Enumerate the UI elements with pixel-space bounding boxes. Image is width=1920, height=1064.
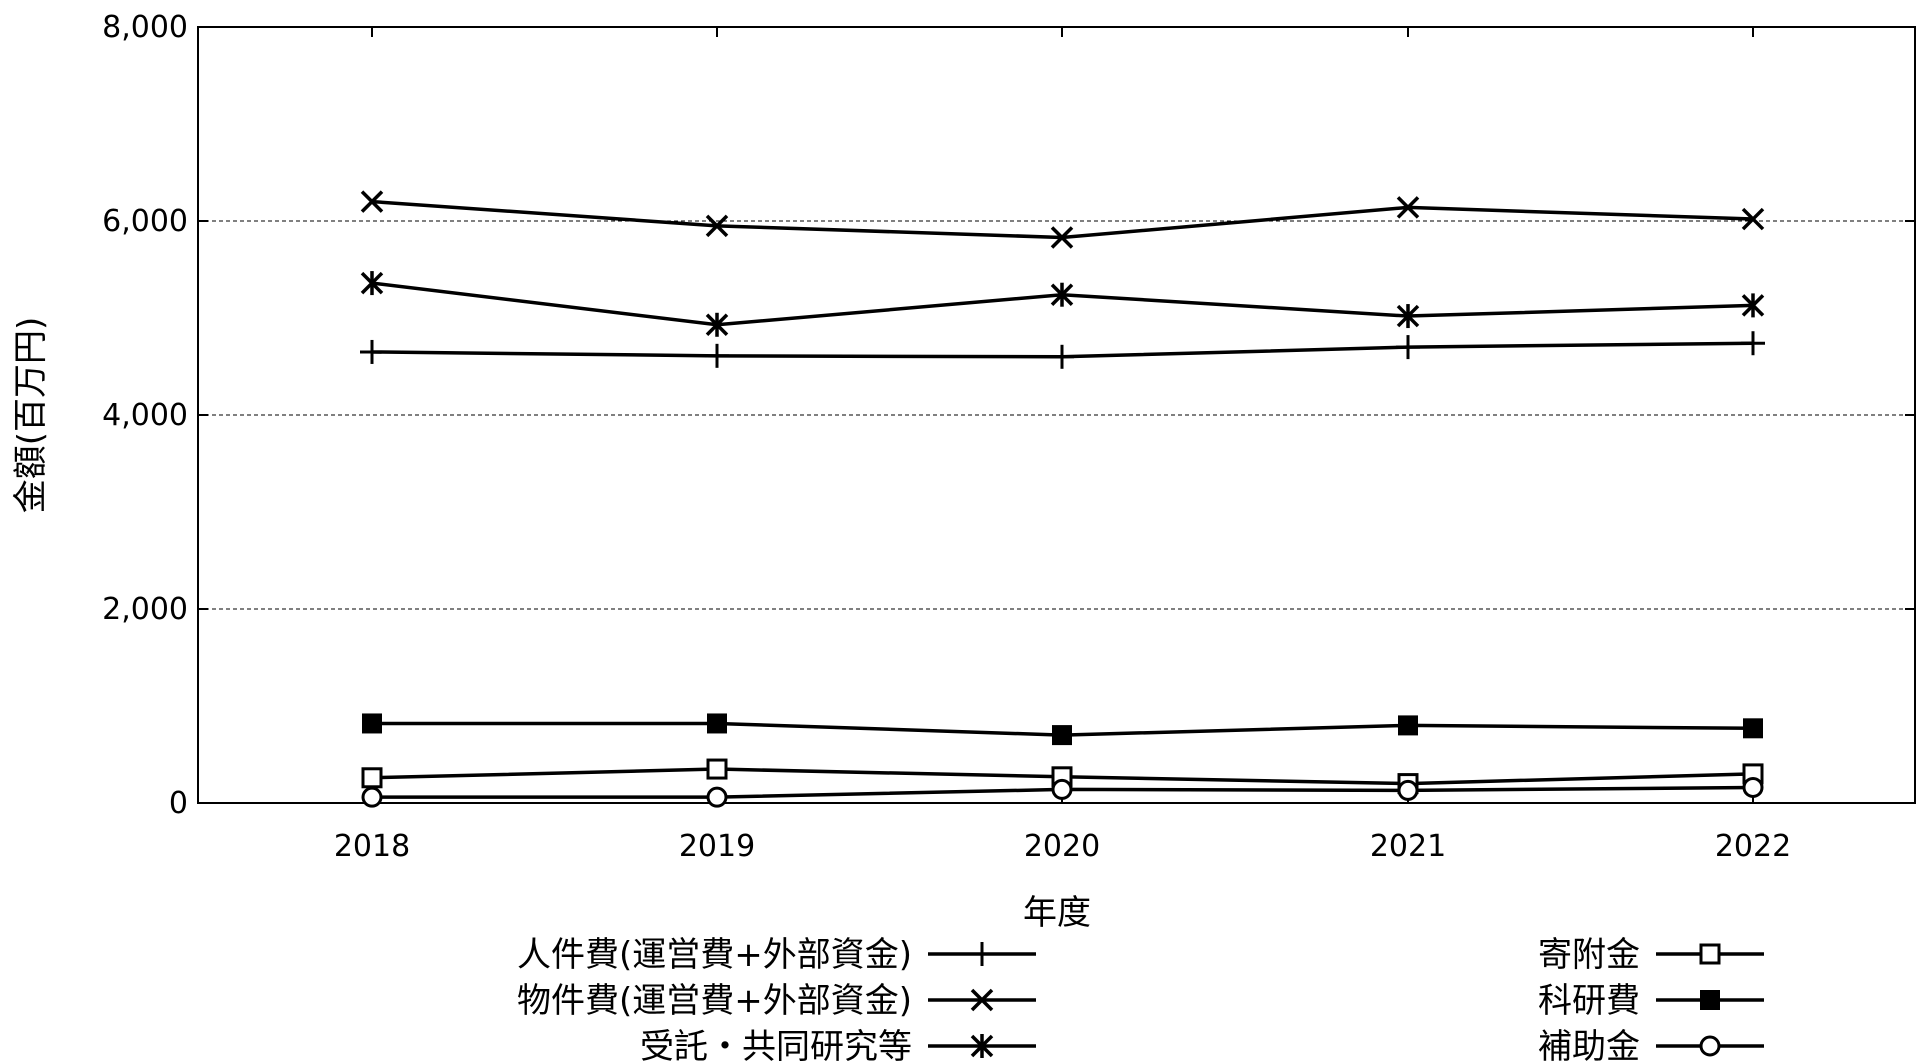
data-point	[360, 271, 384, 296]
y-tick-label: 0	[169, 786, 188, 821]
legend-label: 科研費	[1538, 981, 1640, 1021]
series-6	[361, 776, 1764, 808]
legend-label: 物件費(運営費+外部資金)	[517, 981, 912, 1021]
data-point	[1741, 207, 1765, 231]
data-point	[360, 339, 384, 364]
data-point	[1398, 715, 1418, 736]
data-point	[361, 767, 383, 789]
data-point	[705, 343, 729, 368]
axis-ticks: 0 2,000 4,000 6,000 8,000 2018 2019 2020 2021 202…	[102, 10, 1915, 864]
y-tick-label: 2,000	[102, 592, 188, 627]
legend-label: 補助金	[1538, 1027, 1640, 1064]
data-point	[705, 214, 729, 238]
legend: 人件費(運営費+外部資金) 物件費(運営費+外部資金) 受託・共同研究等 寄附金科研費…	[517, 935, 1764, 1064]
data-point	[1743, 718, 1763, 739]
legend-marker	[970, 1034, 994, 1058]
data-point	[361, 786, 383, 808]
series-4	[361, 758, 1764, 795]
legend-entry: 補助金	[1538, 1027, 1764, 1064]
x-tick-label: 2018	[334, 829, 410, 864]
series-2	[360, 190, 1765, 249]
y-axis-title: 金額(百万円)	[11, 317, 51, 514]
legend-marker	[1699, 1035, 1721, 1057]
legend-marker	[1699, 943, 1721, 965]
series-3	[360, 271, 1765, 337]
legend-entry: 受託・共同研究等	[640, 1027, 1036, 1064]
data-point	[1051, 778, 1073, 800]
data-point	[1396, 335, 1420, 360]
legend-marker	[1700, 990, 1720, 1010]
legend-marker	[970, 942, 994, 966]
data-point	[1050, 226, 1074, 249]
x-tick-label: 2020	[1024, 829, 1100, 864]
series-1	[360, 331, 1765, 369]
data-point	[706, 758, 728, 780]
data-series	[360, 190, 1765, 808]
data-point	[362, 713, 382, 734]
x-tick-label: 2022	[1715, 829, 1791, 864]
data-point	[360, 190, 384, 213]
series-line	[371, 199, 1754, 240]
legend-marker	[970, 988, 994, 1012]
y-tick-label: 6,000	[102, 204, 188, 239]
data-point	[1396, 304, 1420, 329]
data-point	[707, 713, 727, 734]
data-point	[706, 786, 728, 808]
x-tick-label: 2021	[1370, 829, 1446, 864]
legend-entry: 寄附金	[1538, 935, 1764, 975]
data-point	[1052, 725, 1072, 746]
data-point	[1741, 331, 1765, 356]
data-point	[1050, 282, 1074, 307]
data-point	[1397, 779, 1419, 801]
data-point	[705, 312, 729, 337]
legend-label: 人件費(運営費+外部資金)	[517, 935, 912, 975]
legend-entry: 科研費	[1538, 981, 1764, 1021]
y-tick-label: 4,000	[102, 398, 188, 433]
data-point	[1050, 344, 1074, 369]
data-point	[1742, 776, 1764, 798]
legend-label: 受託・共同研究等	[640, 1027, 912, 1064]
legend-label: 寄附金	[1538, 935, 1640, 975]
data-point	[1741, 293, 1765, 318]
legend-entry: 人件費(運営費+外部資金)	[517, 935, 1036, 975]
series-5	[362, 713, 1763, 746]
legend-entry: 物件費(運営費+外部資金)	[517, 981, 1036, 1021]
data-point	[1396, 196, 1420, 219]
grid-lines	[198, 220, 1915, 610]
x-tick-label: 2019	[679, 829, 755, 864]
y-tick-label: 8,000	[102, 10, 188, 45]
x-axis-title: 年度	[1023, 893, 1091, 933]
